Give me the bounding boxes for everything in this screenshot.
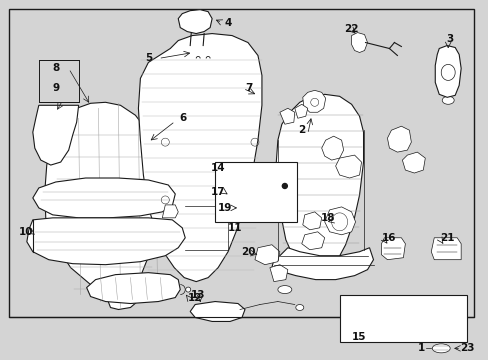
Bar bbox=[438, 245, 447, 255]
Polygon shape bbox=[301, 232, 324, 250]
Polygon shape bbox=[302, 212, 321, 230]
Text: 4: 4 bbox=[224, 18, 231, 28]
Bar bbox=[410, 307, 423, 323]
Polygon shape bbox=[206, 48, 210, 58]
Circle shape bbox=[282, 184, 287, 189]
Ellipse shape bbox=[185, 287, 190, 292]
Polygon shape bbox=[138, 33, 262, 282]
Polygon shape bbox=[33, 105, 79, 165]
Text: 15: 15 bbox=[351, 332, 366, 342]
Polygon shape bbox=[434, 45, 460, 97]
Polygon shape bbox=[190, 302, 244, 321]
Text: 8: 8 bbox=[52, 63, 59, 73]
Polygon shape bbox=[324, 207, 355, 235]
Polygon shape bbox=[269, 265, 287, 282]
Bar bbox=[427, 307, 438, 323]
Polygon shape bbox=[381, 238, 405, 260]
Text: 9: 9 bbox=[52, 84, 59, 93]
Polygon shape bbox=[402, 152, 425, 173]
Polygon shape bbox=[254, 205, 268, 212]
Text: 3: 3 bbox=[446, 33, 453, 44]
Text: 20: 20 bbox=[240, 247, 255, 257]
Text: 14: 14 bbox=[210, 163, 225, 173]
Text: 22: 22 bbox=[344, 24, 358, 33]
Polygon shape bbox=[86, 273, 180, 303]
Polygon shape bbox=[27, 218, 185, 265]
Polygon shape bbox=[196, 48, 200, 58]
Bar bbox=[39, 60, 79, 102]
Polygon shape bbox=[351, 32, 367, 53]
Ellipse shape bbox=[277, 285, 291, 293]
Ellipse shape bbox=[441, 96, 453, 104]
Polygon shape bbox=[302, 90, 325, 112]
Polygon shape bbox=[254, 245, 279, 265]
Polygon shape bbox=[45, 102, 163, 310]
Polygon shape bbox=[238, 205, 251, 212]
Polygon shape bbox=[386, 126, 410, 152]
Text: 11: 11 bbox=[227, 223, 242, 233]
Text: 19: 19 bbox=[218, 203, 232, 213]
Ellipse shape bbox=[295, 305, 303, 310]
Text: 6: 6 bbox=[179, 113, 186, 123]
Polygon shape bbox=[335, 155, 361, 178]
Bar bbox=[390, 307, 403, 323]
Text: 23: 23 bbox=[459, 343, 473, 354]
Polygon shape bbox=[294, 104, 307, 118]
Text: 7: 7 bbox=[245, 84, 252, 93]
Polygon shape bbox=[430, 238, 460, 260]
Polygon shape bbox=[33, 178, 175, 218]
Bar bbox=[371, 307, 383, 323]
Polygon shape bbox=[321, 136, 343, 160]
Text: 12: 12 bbox=[187, 293, 202, 302]
Text: 21: 21 bbox=[439, 233, 453, 243]
Text: 10: 10 bbox=[19, 227, 33, 237]
Ellipse shape bbox=[431, 344, 449, 353]
Polygon shape bbox=[271, 248, 373, 280]
Text: 16: 16 bbox=[382, 233, 396, 243]
Bar bbox=[339, 294, 466, 342]
Text: 1: 1 bbox=[417, 343, 424, 354]
Text: 2: 2 bbox=[298, 125, 305, 135]
Bar bbox=[215, 162, 296, 222]
Polygon shape bbox=[227, 194, 240, 202]
Polygon shape bbox=[279, 108, 294, 124]
Text: 17: 17 bbox=[210, 187, 225, 197]
Text: 18: 18 bbox=[320, 213, 334, 223]
Text: 5: 5 bbox=[144, 54, 152, 63]
Polygon shape bbox=[162, 205, 178, 218]
Bar bbox=[9, 9, 473, 318]
Bar bbox=[354, 307, 366, 323]
Text: 13: 13 bbox=[190, 289, 205, 300]
Polygon shape bbox=[275, 94, 363, 272]
Polygon shape bbox=[178, 10, 212, 33]
